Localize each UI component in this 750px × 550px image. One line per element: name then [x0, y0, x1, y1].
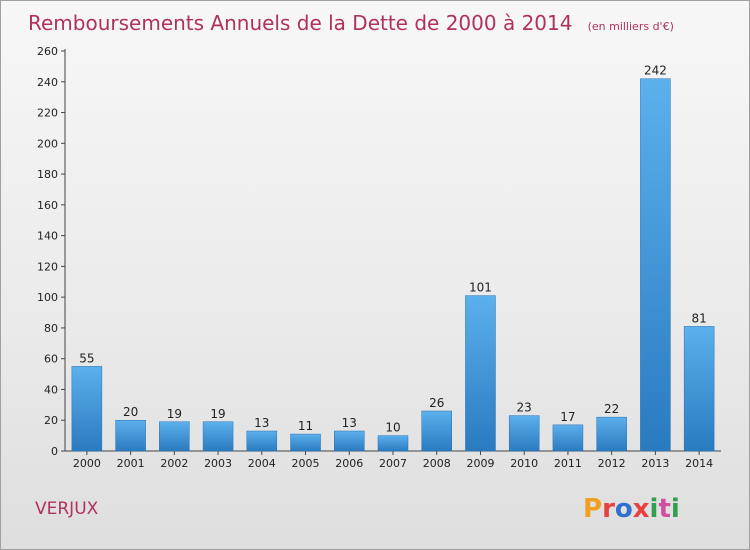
- chart-title-text: Remboursements Annuels de la Dette de 20…: [28, 11, 572, 35]
- bar-value-label: 11: [298, 419, 313, 433]
- x-tick-label: 2006: [335, 457, 363, 470]
- bar-value-label: 26: [429, 396, 444, 410]
- y-tick-label: 60: [44, 353, 58, 366]
- y-tick-label: 0: [51, 445, 58, 458]
- bar-2005: [290, 433, 321, 452]
- proxiti-logo: Proxiti: [583, 494, 680, 524]
- bar-2000: [71, 366, 103, 452]
- bar-value-label: 13: [254, 416, 269, 430]
- bar-value-label: 55: [79, 351, 94, 365]
- bar-2010: [508, 415, 540, 452]
- logo-letter: o: [615, 494, 633, 524]
- bar-2009: [465, 295, 496, 452]
- bar-2013: [640, 78, 671, 452]
- bar-value-label: 101: [469, 281, 492, 295]
- y-tick-label: 40: [44, 383, 58, 396]
- bar-value-label: 10: [385, 421, 400, 435]
- logo-letter: i: [650, 494, 659, 524]
- logo-letter: P: [583, 494, 602, 524]
- y-tick-label: 180: [37, 168, 58, 181]
- bar-value-label: 81: [691, 311, 706, 325]
- chart-unit: (en milliers d'€): [588, 20, 674, 33]
- y-tick-label: 200: [37, 137, 58, 150]
- x-tick-label: 2012: [598, 457, 626, 470]
- logo-letter: t: [658, 494, 670, 524]
- bar-value-label: 22: [604, 402, 619, 416]
- x-tick-label: 2013: [641, 457, 669, 470]
- bar-2008: [421, 410, 452, 452]
- logo-letter: x: [633, 494, 650, 524]
- y-tick-label: 140: [37, 230, 58, 243]
- logo-letter: i: [671, 494, 680, 524]
- bar-value-label: 19: [210, 407, 225, 421]
- x-tick-label: 2014: [685, 457, 713, 470]
- bar-2006: [334, 430, 365, 452]
- y-tick-label: 100: [37, 291, 58, 304]
- x-tick-label: 2003: [204, 457, 232, 470]
- bar-2014: [683, 326, 715, 452]
- bar-2011: [552, 424, 584, 452]
- x-tick-label: 2004: [248, 457, 276, 470]
- x-tick-label: 2007: [379, 457, 407, 470]
- x-axis: 2000 2001 2002 2003 2004 2005 2006 2007 2008 2009…: [65, 450, 721, 470]
- chart-title: Remboursements Annuels de la Dette de 20…: [28, 11, 674, 35]
- bar-value-label: 17: [560, 410, 575, 424]
- bar-value-label: 13: [342, 416, 357, 430]
- y-tick-label: 220: [37, 107, 58, 120]
- y-tick-label: 20: [44, 414, 58, 427]
- logo-letter: r: [602, 494, 615, 524]
- x-tick-label: 2010: [510, 457, 538, 470]
- x-tick-label: 2001: [117, 457, 145, 470]
- bar-2012: [596, 416, 627, 452]
- x-tick-label: 2000: [73, 457, 101, 470]
- y-tick-label: 260: [37, 45, 58, 58]
- bar-2001: [115, 419, 146, 452]
- y-tick-label: 120: [37, 260, 58, 273]
- bar-2002: [159, 421, 190, 452]
- bar-2007: [377, 435, 409, 452]
- y-tick-label: 80: [44, 322, 58, 335]
- bar-value-label: 20: [123, 405, 138, 419]
- y-tick-label: 240: [37, 76, 58, 89]
- bar-series: 55 20 19 19 13 11 13 10 26 101 23 17 22 242 81: [71, 64, 715, 452]
- x-tick-label: 2008: [423, 457, 451, 470]
- bar-2004: [246, 430, 278, 452]
- bar-value-label: 242: [644, 64, 667, 78]
- y-tick-label: 160: [37, 199, 58, 212]
- bar-value-label: 19: [167, 407, 182, 421]
- bar-2003: [202, 421, 234, 452]
- x-tick-label: 2002: [160, 457, 188, 470]
- x-tick-label: 2009: [466, 457, 494, 470]
- bar-value-label: 23: [517, 401, 532, 415]
- x-tick-label: 2005: [292, 457, 320, 470]
- x-tick-label: 2011: [554, 457, 582, 470]
- commune-name: VERJUX: [35, 499, 99, 519]
- y-axis: 0 20 40 60 80 100 120 140 160 180 200 220 240 260: [37, 45, 66, 458]
